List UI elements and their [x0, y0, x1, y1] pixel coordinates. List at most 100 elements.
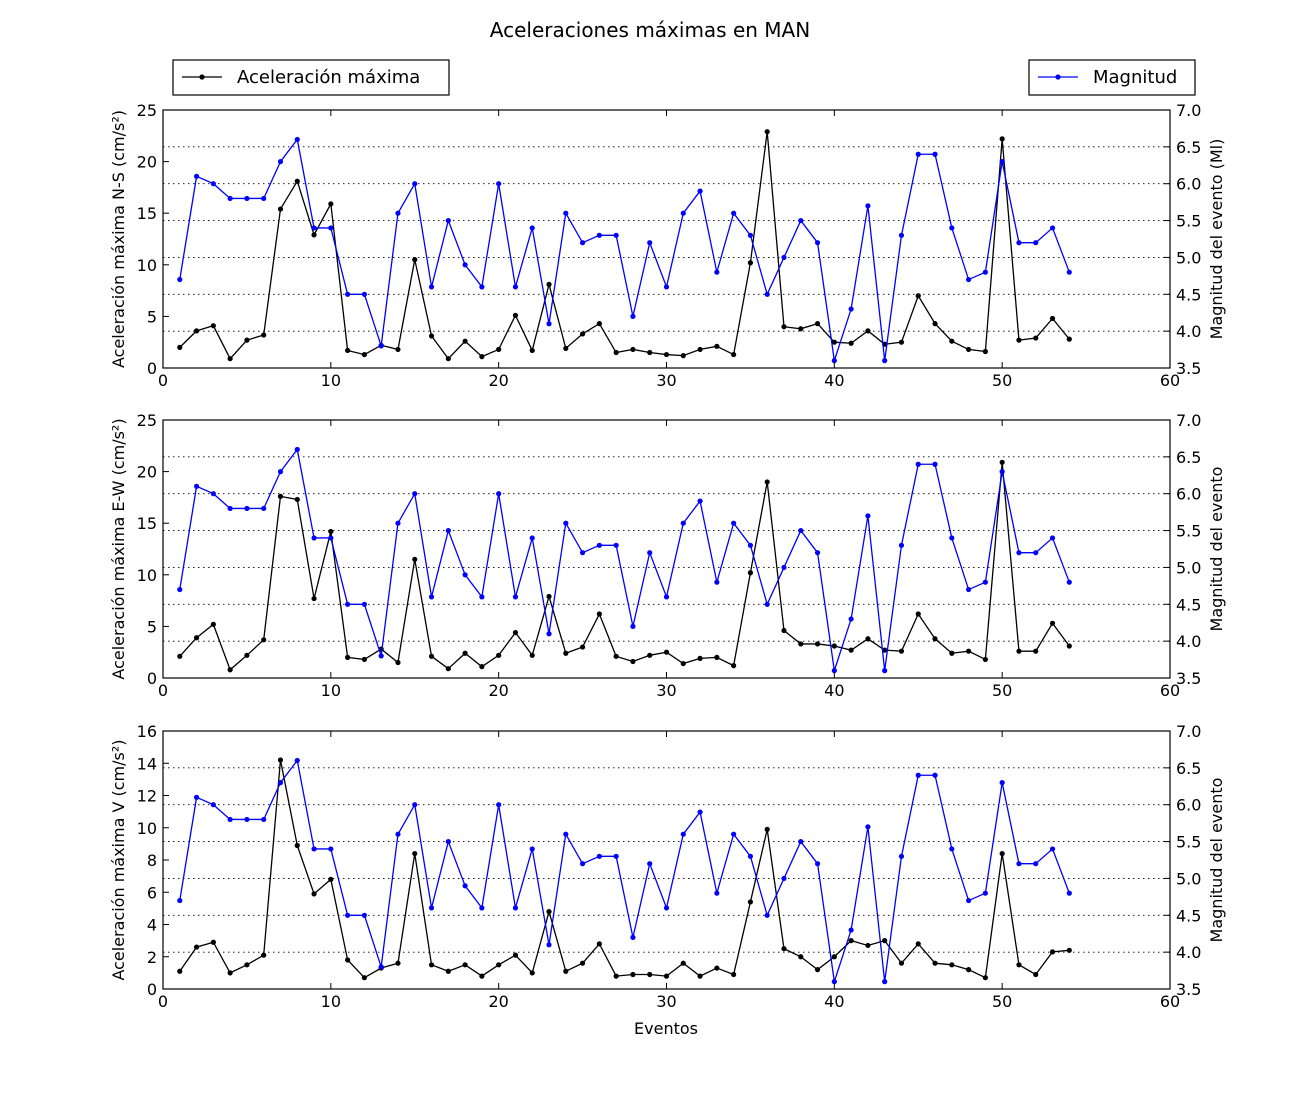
magnitude-point	[1066, 269, 1072, 275]
panel-1: 0 10 20 30 40 50 60 0 5 10 15 20 25 3.5 4.0 4.5 5.0 5.5 6.…	[109, 101, 1226, 390]
acceleration-point	[932, 636, 938, 642]
magnitude-point	[462, 883, 468, 889]
acceleration-point	[361, 656, 367, 663]
acceleration-point	[982, 348, 988, 355]
y-right-tick-label: 3.5	[1176, 980, 1201, 999]
magnitude-point	[294, 757, 300, 764]
acceleration-point	[613, 349, 619, 356]
x-tick-label: 20	[488, 681, 508, 700]
acceleration-point	[1049, 620, 1056, 626]
acceleration-point	[781, 627, 787, 634]
acceleration-point	[563, 650, 569, 656]
acceleration-point	[361, 975, 367, 981]
magnitude-point	[395, 520, 401, 526]
y-right-tick-label: 6.0	[1176, 175, 1201, 194]
magnitude-point	[663, 284, 670, 290]
magnitude-point	[1016, 550, 1022, 556]
magnitude-point	[177, 276, 183, 283]
magnitude-point	[479, 284, 485, 290]
magnitude-point	[831, 358, 837, 364]
magnitude-point	[747, 853, 754, 859]
y-right-tick-label: 5.0	[1176, 558, 1201, 577]
magnitude-point	[882, 668, 888, 674]
acceleration-point	[428, 653, 435, 659]
y-right-tick-label: 6.5	[1176, 759, 1201, 778]
magnitude-point	[177, 897, 183, 904]
acceleration-point	[529, 970, 535, 976]
magnitude-point	[579, 240, 586, 246]
magnitude-point	[731, 831, 737, 837]
acceleration-point	[680, 353, 686, 359]
magnitude-point	[680, 210, 686, 216]
acceleration-point	[311, 232, 317, 238]
magnitude-point	[865, 203, 871, 209]
y-left-axis-label: Aceleración máxima N-S (cm/s²)	[109, 110, 128, 368]
magnitude-point	[378, 964, 384, 970]
acceleration-point	[210, 621, 216, 627]
acceleration-point	[630, 346, 636, 353]
acceleration-point	[563, 968, 569, 974]
y-right-tick-label: 7.0	[1176, 722, 1201, 741]
magnitude-line	[179, 137, 1070, 361]
y-right-tick-label: 7.0	[1176, 411, 1201, 430]
magnitude-point	[1049, 225, 1056, 231]
y-left-tick-label: 8	[147, 851, 157, 870]
magnitude-point	[412, 181, 418, 187]
acceleration-point	[966, 346, 972, 353]
x-tick-label: 10	[321, 681, 341, 700]
acceleration-point	[277, 493, 284, 499]
acceleration-point	[949, 650, 955, 656]
magnitude-point	[1049, 535, 1056, 541]
magnitude-point	[512, 594, 519, 600]
acceleration-point	[1066, 947, 1072, 953]
acceleration-point	[697, 973, 703, 979]
magnitude-point	[395, 210, 401, 216]
acceleration-point	[193, 635, 200, 641]
acceleration-point	[1016, 648, 1022, 654]
acceleration-point	[596, 321, 602, 327]
magnitude-point	[210, 491, 216, 497]
y-right-tick-label: 5.5	[1176, 212, 1201, 231]
acceleration-point	[798, 641, 804, 647]
magnitude-point	[747, 542, 754, 548]
magnitude-point	[982, 579, 988, 585]
acceleration-point	[982, 656, 988, 663]
magnitude-point	[512, 284, 519, 290]
acceleration-point	[177, 344, 183, 350]
magnitude-point	[848, 306, 854, 312]
magnitude-point	[193, 794, 200, 800]
acceleration-point	[462, 338, 468, 344]
acceleration-point	[999, 136, 1005, 142]
chart-title: Aceleraciones máximas en MAN	[490, 18, 810, 42]
magnitude-point	[764, 291, 770, 297]
magnitude-point	[814, 861, 821, 867]
magnitude-point	[512, 905, 519, 911]
magnitude-point	[563, 210, 569, 216]
magnitude-point	[496, 491, 502, 497]
y-left-tick-label: 4	[147, 916, 157, 935]
acceleration-point	[731, 971, 737, 978]
acceleration-point	[680, 960, 686, 966]
acceleration-point	[261, 332, 267, 338]
acceleration-point	[479, 664, 485, 670]
acceleration-point	[193, 944, 200, 950]
acceleration-point	[1033, 648, 1039, 654]
acceleration-point	[1016, 337, 1022, 343]
y-right-tick-label: 6.5	[1176, 448, 1201, 467]
acceleration-point	[428, 333, 435, 339]
magnitude-point	[999, 780, 1005, 786]
magnitude-point	[277, 780, 284, 786]
magnitude-point	[966, 586, 972, 593]
y-left-axis-label: Aceleración máxima E-W (cm/s²)	[109, 418, 128, 679]
legend-magnitude-marker	[1055, 74, 1061, 80]
x-tick-label: 30	[656, 992, 676, 1011]
y-left-tick-label: 0	[147, 980, 157, 999]
magnitude-point	[814, 240, 821, 246]
magnitude-point	[915, 151, 921, 157]
acceleration-point	[764, 826, 770, 832]
y-right-tick-label: 4.5	[1176, 906, 1201, 925]
magnitude-point	[831, 668, 837, 674]
acceleration-point	[395, 960, 401, 966]
acceleration-point	[831, 954, 837, 960]
